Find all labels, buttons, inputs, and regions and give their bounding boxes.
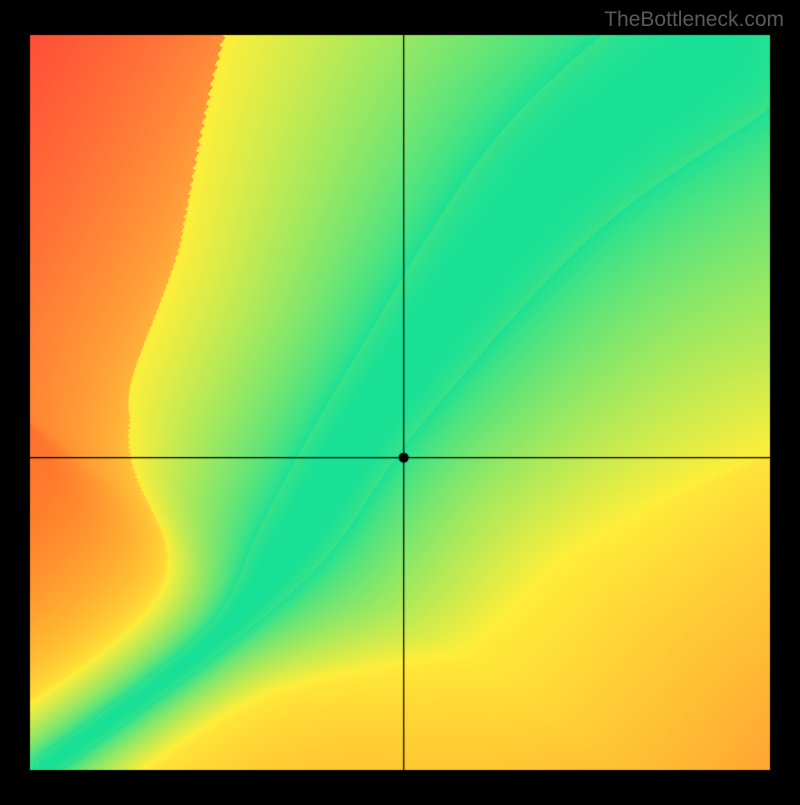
watermark-text: TheBottleneck.com [604, 8, 784, 32]
heatmap-chart [0, 0, 800, 805]
heatmap-canvas [0, 0, 800, 800]
